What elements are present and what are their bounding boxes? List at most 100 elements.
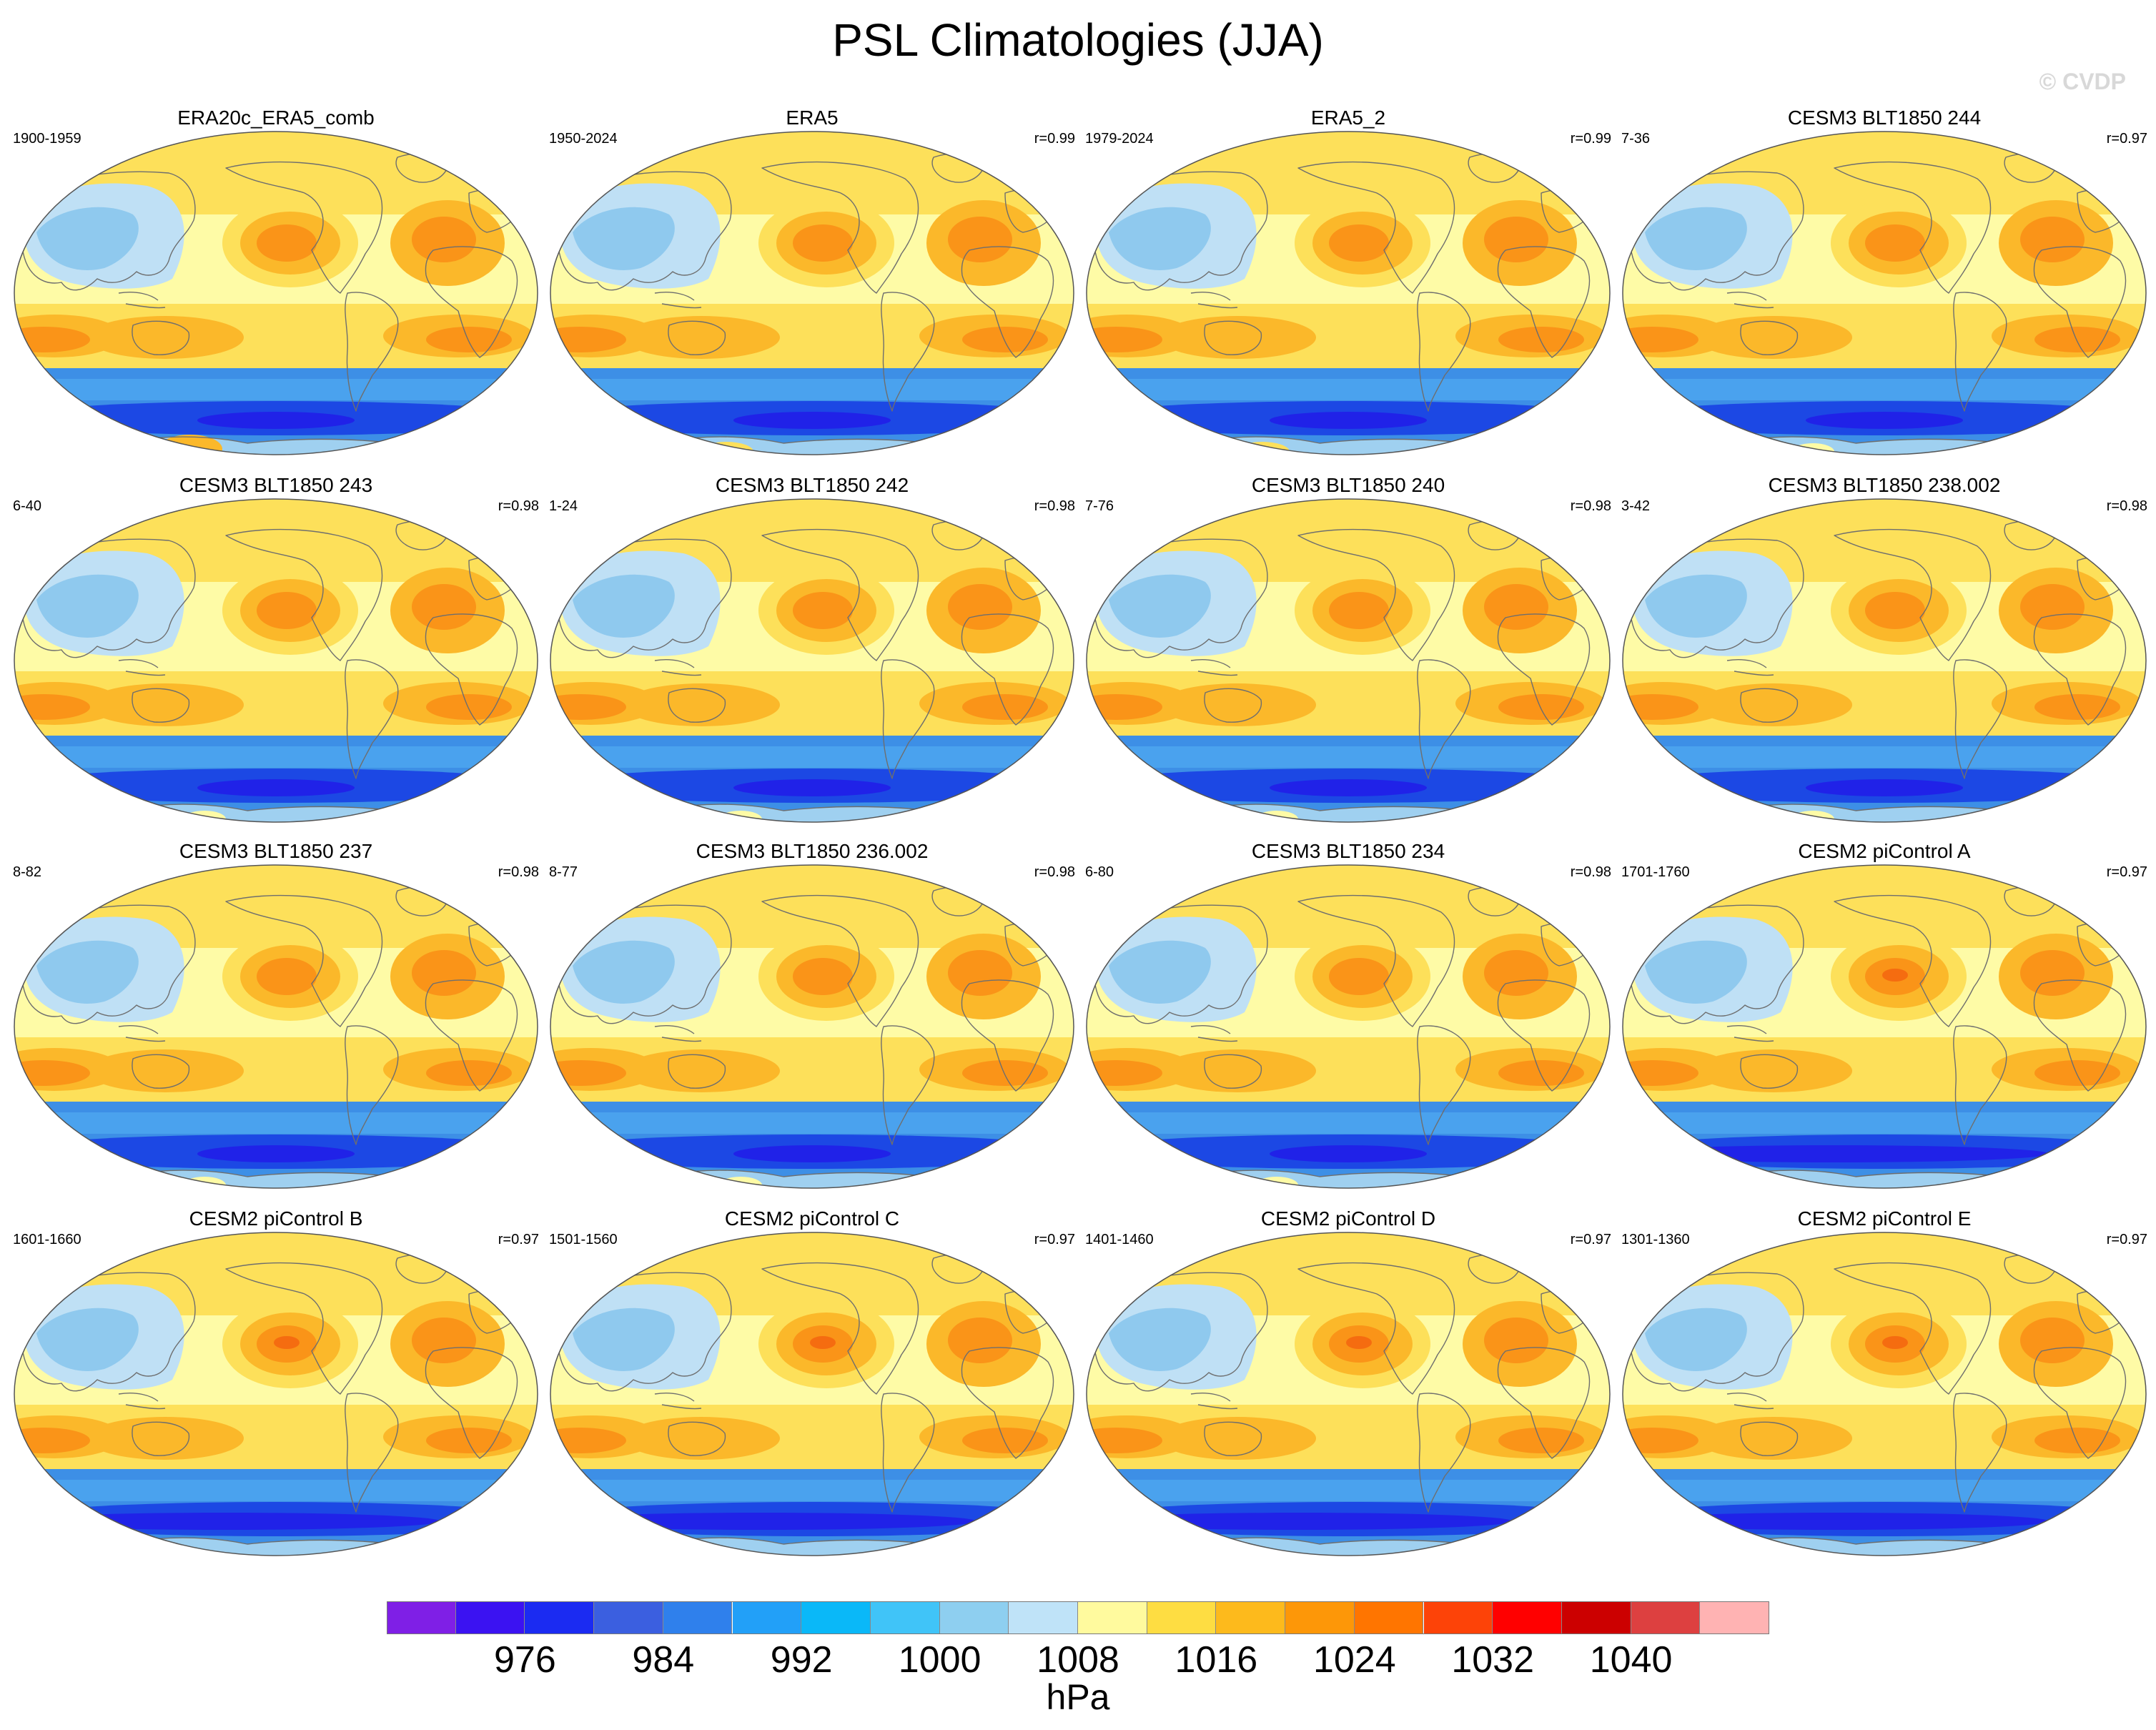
asian-low-core	[1109, 574, 1211, 638]
panel-years: 1401-1460	[1085, 1232, 1154, 1247]
panel-years: 8-82	[13, 864, 42, 880]
coastline-africa	[961, 246, 1054, 358]
coastline-australia	[132, 688, 190, 723]
psl-map	[550, 498, 1074, 823]
southern-trough-core	[1623, 1513, 2049, 1530]
map-panel: ERA5_2 1979-2024 r=0.99	[1079, 102, 1617, 459]
npac-high-core	[793, 958, 853, 995]
southern-trough-core	[733, 412, 891, 429]
coastline-north-america	[225, 1262, 383, 1395]
coastline-north-america	[761, 161, 919, 294]
coastline-australia	[1740, 1421, 1799, 1456]
coastline-north-america	[761, 1262, 919, 1395]
south-pacific-high	[623, 1417, 780, 1460]
coastline-maritime	[1726, 1025, 1774, 1042]
npac-high-core	[1329, 958, 1389, 995]
southern-trough-core	[1623, 1145, 2049, 1162]
map-panel: CESM2 piControl B 1601-1660 r=0.97	[7, 1202, 545, 1560]
panel-title: CESM2 piControl B	[189, 1207, 363, 1230]
coastline-eurasia	[19, 538, 196, 658]
colorbar-swatch	[870, 1601, 940, 1634]
map-field	[14, 1232, 538, 1556]
coastline-south-america	[1417, 292, 1471, 412]
south-pacific-high	[1159, 683, 1316, 726]
colorbar-swatch	[939, 1601, 1009, 1634]
npac-high-core	[1865, 592, 1925, 629]
natl-high-core	[2020, 1318, 2085, 1363]
panel-correlation: r=0.97	[2106, 131, 2147, 147]
colorbar-swatch	[1009, 1601, 1078, 1634]
colorbar-tick-label: 1032	[1451, 1639, 1535, 1681]
npac-high-core	[793, 592, 853, 629]
panel-correlation: r=0.99	[1034, 131, 1075, 147]
coastline-africa	[961, 979, 1054, 1092]
asian-low-core	[1109, 1308, 1211, 1371]
colorbar-swatch	[1423, 1601, 1493, 1634]
colorbar-swatch	[1216, 1601, 1286, 1634]
asian-low-core	[1645, 940, 1747, 1004]
coastline-south-america	[881, 1393, 935, 1513]
map-field	[14, 132, 538, 455]
coastline-africa	[2033, 613, 2126, 726]
south-pacific-high	[86, 1049, 244, 1092]
colorbar-swatch	[455, 1601, 525, 1634]
panel-years: 3-42	[1621, 498, 1651, 514]
southern-ocean-edge	[14, 1112, 538, 1134]
southern-trough-core	[197, 779, 355, 796]
coastline-eurasia	[1627, 904, 1804, 1024]
npac-high-core	[793, 224, 853, 262]
south-pacific-high	[623, 683, 780, 726]
coastline-south-america	[1417, 1393, 1471, 1513]
southern-ocean-edge	[1623, 746, 2146, 768]
southern-ocean-edge	[550, 379, 1074, 400]
coastlines	[1091, 1254, 1599, 1556]
colorbar-units: hPa	[1046, 1677, 1110, 1717]
panel-title: ERA20c_ERA5_comb	[177, 107, 375, 129]
coastline-eurasia	[1091, 538, 1268, 658]
colorbar-tick-label: 1000	[898, 1639, 981, 1681]
south-pacific-high	[1695, 1049, 1852, 1092]
map-panel: CESM3 BLT1850 243 6-40 r=0.98	[7, 469, 545, 826]
south-pacific-high	[1695, 1417, 1852, 1460]
natl-high-core	[948, 1318, 1012, 1363]
natl-high-core	[2020, 217, 2085, 262]
panel-years: 7-36	[1621, 131, 1651, 147]
southern-ocean-edge	[550, 1112, 1074, 1134]
map-panel: CESM2 piControl D 1401-1460 r=0.97	[1079, 1202, 1617, 1560]
coastline-maritime	[1726, 1393, 1774, 1410]
coastline-maritime	[1190, 1025, 1238, 1042]
globe-outline	[1622, 864, 2147, 1189]
psl-map	[1622, 864, 2147, 1189]
coastline-maritime	[654, 1025, 702, 1042]
coastline-eurasia	[555, 538, 732, 658]
coastline-south-america	[345, 1393, 399, 1513]
southern-trough-core	[550, 1513, 976, 1530]
coastline-south-america	[1953, 1025, 2007, 1145]
npac-high-core	[1329, 592, 1389, 629]
npac-high-peak	[1882, 969, 1908, 982]
figure-title: PSL Climatologies (JJA)	[832, 14, 1324, 66]
colorbar-tick-label: 976	[494, 1639, 556, 1681]
panel-title: CESM3 BLT1850 244	[1787, 107, 1982, 129]
colorbar-tick-label: 992	[770, 1639, 833, 1681]
coastline-australia	[1740, 1054, 1799, 1089]
coastline-africa	[2033, 246, 2126, 358]
map-field	[14, 499, 538, 822]
south-pacific-high	[1695, 683, 1852, 726]
south-pacific-high	[1159, 316, 1316, 359]
coastline-eurasia	[1091, 1272, 1268, 1392]
panel-years: 1701-1760	[1621, 864, 1690, 880]
psl-map	[1622, 498, 2147, 823]
coastline-eurasia	[1627, 1272, 1804, 1392]
southern-trough-core	[733, 1145, 891, 1162]
panel-title: CESM3 BLT1850 236.002	[696, 840, 929, 862]
coastline-maritime	[118, 659, 166, 676]
colorbar-swatch	[1631, 1601, 1701, 1634]
map-field	[1087, 132, 1610, 455]
south-pacific-high	[623, 316, 780, 359]
coastline-maritime	[118, 1393, 166, 1410]
npac-high-peak	[1346, 1336, 1372, 1349]
globe-outline	[550, 1232, 1074, 1556]
cvdp-watermark: © CVDP	[2039, 69, 2126, 94]
npac-high-core	[1865, 224, 1925, 262]
